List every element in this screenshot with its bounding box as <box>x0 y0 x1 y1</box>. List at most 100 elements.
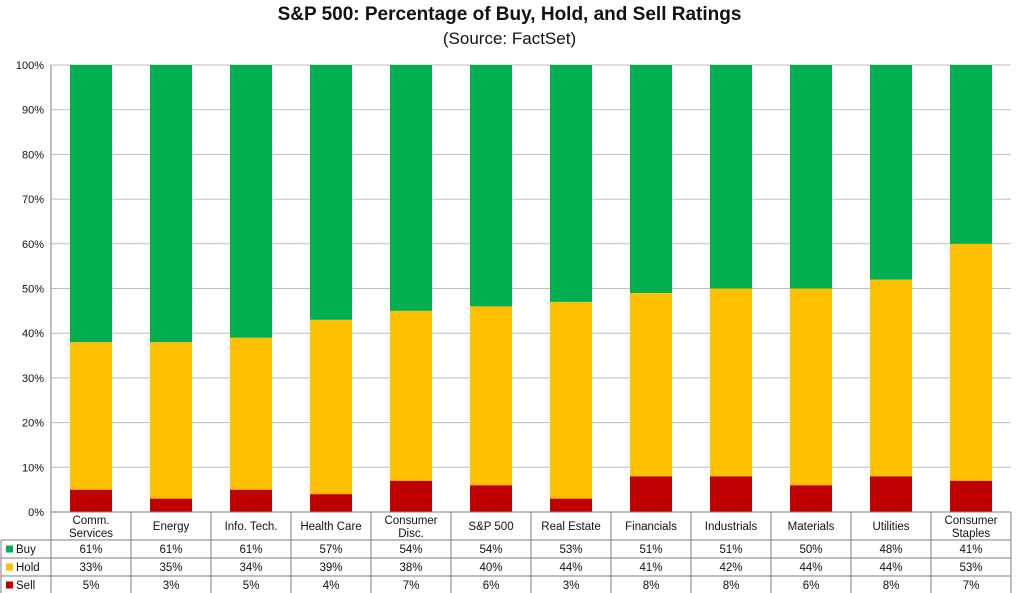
y-tick-label: 80% <box>22 149 44 161</box>
bar-hold <box>870 279 912 477</box>
y-tick-label: 40% <box>22 328 44 340</box>
data-label: 48% <box>879 544 902 556</box>
bar-buy <box>310 65 352 320</box>
bar-sell <box>70 489 112 512</box>
x-tick-label: S&P 500 <box>468 521 513 533</box>
data-label: 40% <box>479 562 502 574</box>
data-label: 44% <box>559 562 582 574</box>
data-label: 6% <box>803 580 820 592</box>
data-label: 44% <box>879 562 902 574</box>
x-tick-label: Energy <box>153 521 190 533</box>
bar-sell <box>950 480 992 512</box>
data-label: 61% <box>239 544 262 556</box>
legend-key-hold <box>6 563 13 571</box>
x-tick-label: Staples <box>952 528 991 540</box>
data-label: 7% <box>403 580 420 592</box>
bar-buy <box>390 65 432 311</box>
data-label: 8% <box>643 580 660 592</box>
bar-hold <box>390 310 432 481</box>
data-label: 6% <box>483 580 500 592</box>
bar-sell <box>790 485 832 512</box>
data-label: 33% <box>79 562 102 574</box>
y-tick-label: 0% <box>28 507 44 519</box>
bar-buy <box>870 65 912 280</box>
x-tick-label: Disc. <box>398 528 424 540</box>
x-tick-label: Health Care <box>300 521 361 533</box>
bar-hold <box>310 319 352 495</box>
data-label: 50% <box>799 544 822 556</box>
bar-hold <box>550 301 592 499</box>
bar-buy <box>470 65 512 307</box>
bar-hold <box>950 243 992 481</box>
bar-hold <box>790 288 832 486</box>
data-label: 41% <box>639 562 662 574</box>
data-label: 41% <box>959 544 982 556</box>
bar-sell <box>710 476 752 512</box>
x-tick-label: Industrials <box>705 521 758 533</box>
x-tick-label: Consumer <box>944 515 997 527</box>
bar-sell <box>150 498 192 512</box>
x-tick-label: Services <box>69 528 113 540</box>
bar-buy <box>950 65 992 244</box>
data-label: 5% <box>243 580 260 592</box>
data-label: 8% <box>883 580 900 592</box>
data-label: 51% <box>719 544 742 556</box>
data-label: 61% <box>79 544 102 556</box>
data-label: 38% <box>399 562 422 574</box>
chart-title: S&P 500: Percentage of Buy, Hold, and Se… <box>277 4 742 25</box>
data-label: 61% <box>159 544 182 556</box>
bar-buy <box>150 65 192 343</box>
data-label: 34% <box>239 562 262 574</box>
data-label: 57% <box>319 544 342 556</box>
data-label: 5% <box>83 580 100 592</box>
bar-buy <box>630 65 672 293</box>
data-label: 3% <box>163 580 180 592</box>
y-tick-label: 70% <box>22 194 44 206</box>
data-label: 3% <box>563 580 580 592</box>
bar-buy <box>710 65 752 289</box>
data-label: 53% <box>959 562 982 574</box>
y-tick-label: 10% <box>22 462 44 474</box>
bar-hold <box>150 342 192 499</box>
bar-buy <box>550 65 592 302</box>
legend-label: Sell <box>16 580 35 592</box>
data-label: 7% <box>963 580 980 592</box>
bar-buy <box>230 65 272 338</box>
data-label: 51% <box>639 544 662 556</box>
bar-hold <box>470 306 512 486</box>
y-tick-label: 20% <box>22 418 44 430</box>
bar-sell <box>870 476 912 512</box>
y-tick-label: 100% <box>16 60 44 72</box>
bar-hold <box>230 337 272 490</box>
bar-buy <box>70 65 112 343</box>
y-tick-label: 50% <box>22 284 44 296</box>
x-tick-label: Materials <box>788 521 835 533</box>
bar-sell <box>550 498 592 512</box>
data-label: 39% <box>319 562 342 574</box>
legend-key-buy <box>6 545 13 553</box>
data-label: 8% <box>723 580 740 592</box>
data-label: 44% <box>799 562 822 574</box>
chart-subtitle: (Source: FactSet) <box>442 29 577 48</box>
x-tick-label: Info. Tech. <box>225 521 278 533</box>
data-label: 35% <box>159 562 182 574</box>
data-label: 54% <box>399 544 422 556</box>
data-label: 53% <box>559 544 582 556</box>
data-label: 54% <box>479 544 502 556</box>
bar-sell <box>630 476 672 512</box>
legend-label: Hold <box>16 562 40 574</box>
bar-sell <box>470 485 512 512</box>
x-tick-label: Consumer <box>384 515 437 527</box>
y-tick-label: 30% <box>22 373 44 385</box>
bar-hold <box>710 288 752 477</box>
bar-hold <box>630 292 672 477</box>
bar-hold <box>70 342 112 490</box>
bar-sell <box>390 480 432 512</box>
x-tick-label: Real Estate <box>541 521 600 533</box>
data-label: 42% <box>719 562 742 574</box>
x-tick-label: Financials <box>625 521 677 533</box>
bar-sell <box>230 489 272 512</box>
bar-buy <box>790 65 832 289</box>
